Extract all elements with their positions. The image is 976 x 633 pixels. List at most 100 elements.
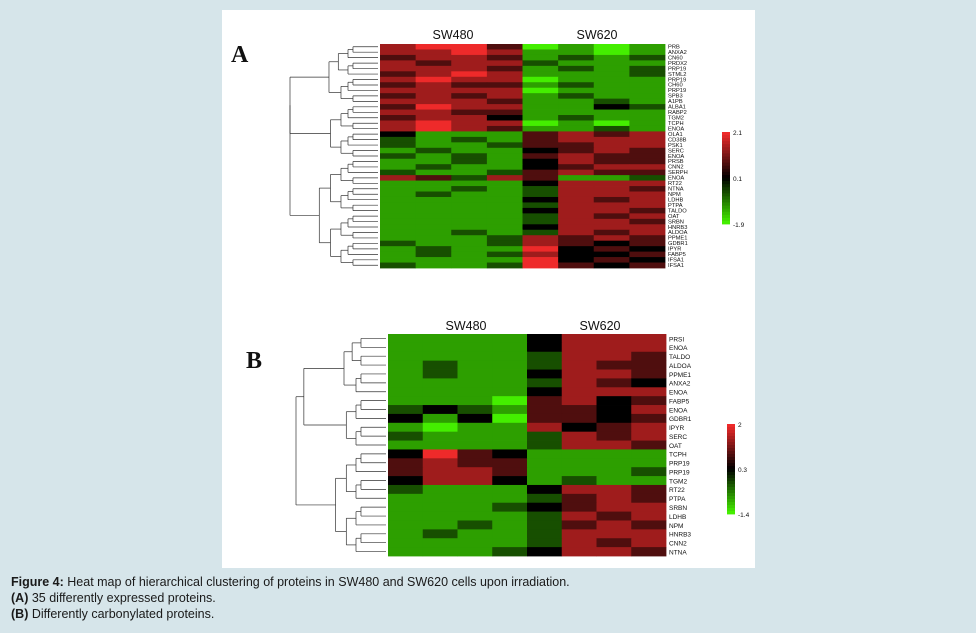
heatmap-cell: [527, 396, 563, 406]
heatmap-cell: [492, 396, 528, 406]
heatmap-cell: [422, 351, 458, 362]
row-label: PRP19: [668, 88, 686, 94]
heatmap-cell: [558, 191, 595, 198]
color-scale-segment: [727, 502, 735, 506]
heatmap-cell: [451, 87, 488, 94]
heatmap-cell: [593, 186, 630, 192]
heatmap-cell: [380, 65, 417, 72]
heatmap-cell: [593, 109, 630, 116]
group-label-sw620: SW620: [577, 28, 618, 42]
heatmap-cell: [593, 104, 630, 110]
heatmap-cell: [558, 153, 595, 160]
row-label: PPME1: [669, 372, 691, 379]
heatmap-cell: [422, 449, 458, 459]
heatmap-cell: [492, 378, 528, 388]
heatmap-cell: [522, 175, 559, 181]
heatmap-cell: [631, 502, 667, 512]
heatmap-cell: [415, 213, 452, 220]
color-scale-segment: [727, 481, 735, 485]
row-label: NPM: [668, 192, 681, 198]
heatmap-cell: [380, 115, 417, 121]
heatmap-cell: [629, 49, 666, 56]
heatmap-cell: [522, 142, 559, 149]
row-label: IFSA1: [668, 258, 684, 264]
row-label: A1PB: [668, 99, 683, 105]
heatmap-cell: [388, 413, 424, 424]
heatmap-cell: [415, 49, 452, 56]
heatmap-cell: [380, 98, 417, 105]
color-scale-segment: [722, 211, 730, 216]
row-label: TALDO: [669, 354, 690, 361]
heatmap-cell: [415, 120, 452, 127]
heatmap-cell: [522, 213, 559, 220]
heatmap-cell: [629, 251, 666, 258]
heatmap-cell: [451, 98, 488, 105]
heatmap-cell: [422, 413, 458, 424]
heatmap-cell: [596, 413, 632, 424]
heatmap-cell: [486, 76, 523, 83]
heatmap-cell: [522, 109, 559, 116]
heatmap-cell: [522, 251, 559, 258]
heatmap-cell: [380, 235, 417, 242]
heatmap-cell: [486, 54, 523, 61]
heatmap-cell: [522, 65, 559, 72]
heatmap-cell: [422, 458, 458, 468]
heatmap-cell: [492, 467, 528, 477]
heatmap-cell: [415, 169, 452, 176]
heatmap-cell: [380, 87, 417, 94]
heatmap-cell: [415, 71, 452, 78]
heatmap-cell: [422, 547, 458, 557]
heatmap-cell: [593, 65, 630, 72]
heatmap-cell: [457, 431, 493, 441]
heatmap-cell: [561, 529, 597, 539]
heatmap-cell: [558, 120, 595, 127]
heatmap-cell: [593, 262, 630, 269]
row-label: PRSI: [669, 336, 684, 343]
heatmap-cell: [629, 120, 666, 127]
heatmap-cell: [629, 218, 666, 225]
heatmap-cell: [593, 180, 630, 187]
row-label: STML2: [668, 72, 686, 78]
heatmap-cell: [486, 125, 523, 132]
heatmap-cell: [561, 342, 597, 353]
heatmap-cell: [561, 484, 597, 495]
heatmap-cell: [593, 257, 630, 263]
heatmap-cell: [388, 484, 424, 495]
heatmap-cell: [527, 351, 563, 362]
heatmap-cell: [629, 153, 666, 160]
heatmap-cell: [492, 502, 528, 512]
heatmap-cell: [593, 213, 630, 220]
row-label: CN60: [668, 55, 683, 61]
color-scale-segment: [727, 466, 735, 470]
heatmap-cell: [629, 147, 666, 154]
heatmap-cell: [422, 378, 458, 388]
heatmap-cell: [457, 378, 493, 388]
heatmap-cell: [593, 54, 630, 61]
heatmap-cell: [596, 405, 632, 415]
row-label: NTNA: [668, 187, 684, 193]
heatmap-cell: [561, 387, 597, 397]
heatmap-cell: [527, 369, 563, 379]
heatmap-cell: [492, 538, 528, 548]
color-scale-segment: [722, 199, 730, 203]
heatmap-cell: [558, 186, 595, 192]
heatmap-cell: [451, 76, 488, 83]
heatmap-cell: [629, 169, 666, 176]
heatmap-cell: [380, 229, 417, 236]
caption-a-label: (A): [11, 591, 29, 605]
color-scale-segment: [722, 165, 730, 170]
heatmap-cell: [415, 196, 452, 203]
heatmap-cell: [380, 49, 417, 56]
heatmap-cell: [486, 257, 523, 263]
heatmap-cell: [415, 76, 452, 83]
heatmap-cell: [631, 369, 667, 379]
heatmap-cell: [558, 76, 595, 83]
heatmap-cell: [380, 164, 417, 171]
heatmap-cell: [457, 538, 493, 548]
heatmap-cell: [415, 109, 452, 116]
heatmap-cell: [593, 131, 630, 138]
heatmap-cell: [561, 538, 597, 548]
heatmap-cell: [593, 251, 630, 258]
row-label: SRBN: [668, 219, 684, 225]
color-scale-label: -1.4: [738, 512, 750, 519]
